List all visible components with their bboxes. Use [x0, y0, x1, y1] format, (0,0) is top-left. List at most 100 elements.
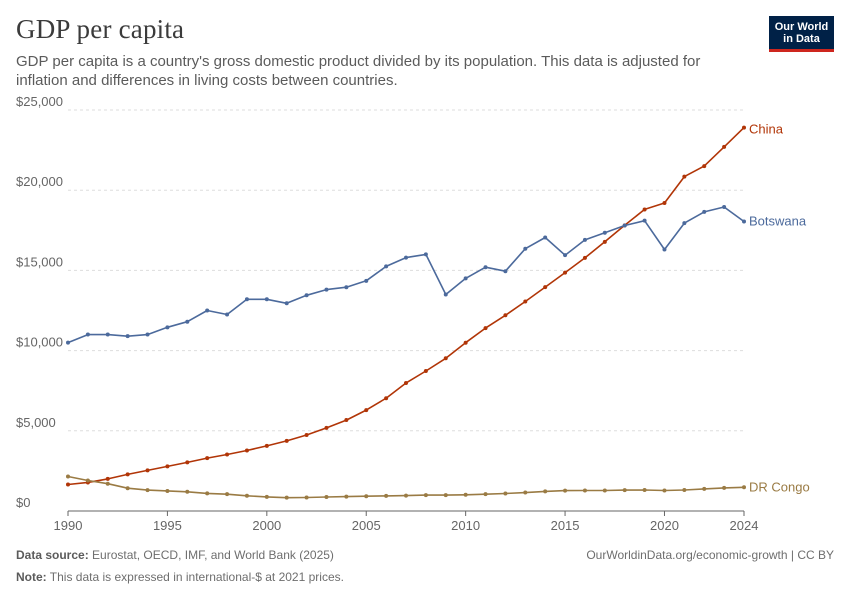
- data-point-dr-congo: [602, 488, 607, 493]
- note-text: This data is expressed in international-…: [49, 570, 344, 584]
- data-point-dr-congo: [503, 491, 508, 496]
- data-point-china: [463, 340, 468, 345]
- data-point-botswana: [463, 276, 468, 281]
- data-point-botswana: [503, 269, 508, 274]
- data-point-botswana: [165, 325, 170, 330]
- logo-line-2: in Data: [783, 32, 820, 45]
- data-point-china: [205, 456, 210, 461]
- x-tick-label: 2000: [252, 518, 281, 533]
- data-point-botswana: [682, 221, 687, 226]
- data-point-china: [264, 443, 269, 448]
- data-point-china: [404, 381, 408, 386]
- data-point-china: [702, 164, 707, 169]
- x-tick-label: 1995: [153, 518, 182, 533]
- data-point-dr-congo: [85, 478, 90, 483]
- data-point-china: [66, 482, 70, 487]
- data-point-dr-congo: [582, 488, 587, 493]
- data-point-dr-congo: [384, 493, 389, 498]
- data-point-china: [423, 368, 428, 373]
- data-point-botswana: [145, 332, 150, 337]
- data-point-botswana: [364, 278, 369, 283]
- data-point-dr-congo: [563, 488, 568, 493]
- y-tick-label: $15,000: [16, 254, 63, 269]
- y-tick-label: $0: [16, 495, 30, 510]
- data-point-china: [662, 201, 667, 206]
- data-point-china: [125, 472, 130, 477]
- data-point-botswana: [662, 247, 667, 252]
- data-point-china: [523, 299, 528, 304]
- y-tick-label: $5,000: [16, 415, 56, 430]
- series-label-botswana: Botswana: [749, 213, 807, 228]
- data-point-dr-congo: [722, 485, 727, 490]
- data-point-china: [602, 239, 607, 244]
- data-point-botswana: [642, 218, 647, 223]
- data-point-botswana: [404, 255, 408, 260]
- data-point-botswana: [284, 301, 289, 306]
- data-point-botswana: [105, 332, 110, 337]
- data-point-dr-congo: [344, 494, 349, 499]
- series-label-china: China: [749, 122, 784, 137]
- data-point-china: [344, 418, 349, 423]
- data-point-botswana: [622, 223, 627, 228]
- data-point-dr-congo: [165, 488, 170, 493]
- data-point-dr-congo: [682, 487, 687, 492]
- data-point-dr-congo: [264, 494, 269, 499]
- chart-subtitle: GDP per capita is a country's gross dome…: [16, 53, 701, 89]
- data-point-botswana: [244, 297, 249, 302]
- data-point-botswana: [185, 319, 190, 324]
- data-point-china: [324, 425, 329, 430]
- data-point-dr-congo: [225, 492, 230, 497]
- data-point-china: [165, 464, 170, 469]
- data-point-china: [503, 313, 508, 318]
- data-point-botswana: [125, 334, 130, 339]
- data-point-botswana: [423, 252, 428, 257]
- owid-logo[interactable]: Our World in Data: [769, 16, 834, 52]
- x-tick-label: 2010: [451, 518, 480, 533]
- data-point-dr-congo: [284, 495, 289, 500]
- data-point-botswana: [66, 340, 70, 345]
- data-point-dr-congo: [642, 487, 647, 492]
- data-point-china: [722, 144, 727, 149]
- data-point-dr-congo: [463, 492, 468, 497]
- data-point-china: [185, 460, 190, 465]
- credit-link[interactable]: OurWorldinData.org/economic-growth | CC …: [586, 548, 834, 562]
- data-point-china: [742, 125, 746, 130]
- x-tick-label: 2024: [730, 518, 759, 533]
- logo-line-1: Our World: [774, 20, 829, 33]
- data-point-dr-congo: [304, 495, 309, 500]
- data-point-dr-congo: [622, 488, 627, 493]
- series-line-botswana: [67, 206, 745, 344]
- data-point-botswana: [324, 287, 329, 292]
- data-point-dr-congo: [364, 494, 369, 499]
- data-point-botswana: [722, 205, 727, 210]
- data-point-dr-congo: [404, 493, 408, 498]
- data-point-china: [582, 255, 587, 260]
- data-point-dr-congo: [244, 493, 249, 498]
- data-source-label: Data source:: [16, 548, 89, 562]
- data-point-botswana: [563, 253, 568, 258]
- chart-note: Note: This data is expressed in internat…: [16, 570, 344, 584]
- data-point-botswana: [702, 209, 707, 214]
- x-tick-label: 2015: [551, 518, 580, 533]
- y-tick-label: $10,000: [16, 335, 63, 350]
- data-point-dr-congo: [443, 493, 448, 498]
- data-point-botswana: [543, 235, 548, 240]
- data-point-dr-congo: [523, 490, 528, 495]
- y-tick-label: $25,000: [16, 94, 63, 109]
- chart-title: GDP per capita: [16, 14, 185, 44]
- data-point-botswana: [205, 308, 210, 313]
- data-point-dr-congo: [105, 481, 110, 486]
- data-source-text: Eurostat, OECD, IMF, and World Bank (202…: [92, 548, 334, 562]
- data-point-china: [563, 270, 568, 275]
- data-point-china: [145, 468, 150, 473]
- data-point-dr-congo: [483, 492, 488, 497]
- data-point-china: [682, 174, 687, 179]
- x-tick-label: 2005: [352, 518, 381, 533]
- data-point-china: [364, 408, 369, 413]
- data-point-china: [543, 285, 548, 290]
- line-chart: $0 $5,000 $10,000 $15,000 $20,000 $25,000 1990…: [16, 94, 810, 533]
- data-point-botswana: [264, 297, 269, 302]
- data-point-dr-congo: [423, 493, 428, 498]
- data-point-china: [304, 432, 309, 437]
- data-point-botswana: [85, 332, 90, 337]
